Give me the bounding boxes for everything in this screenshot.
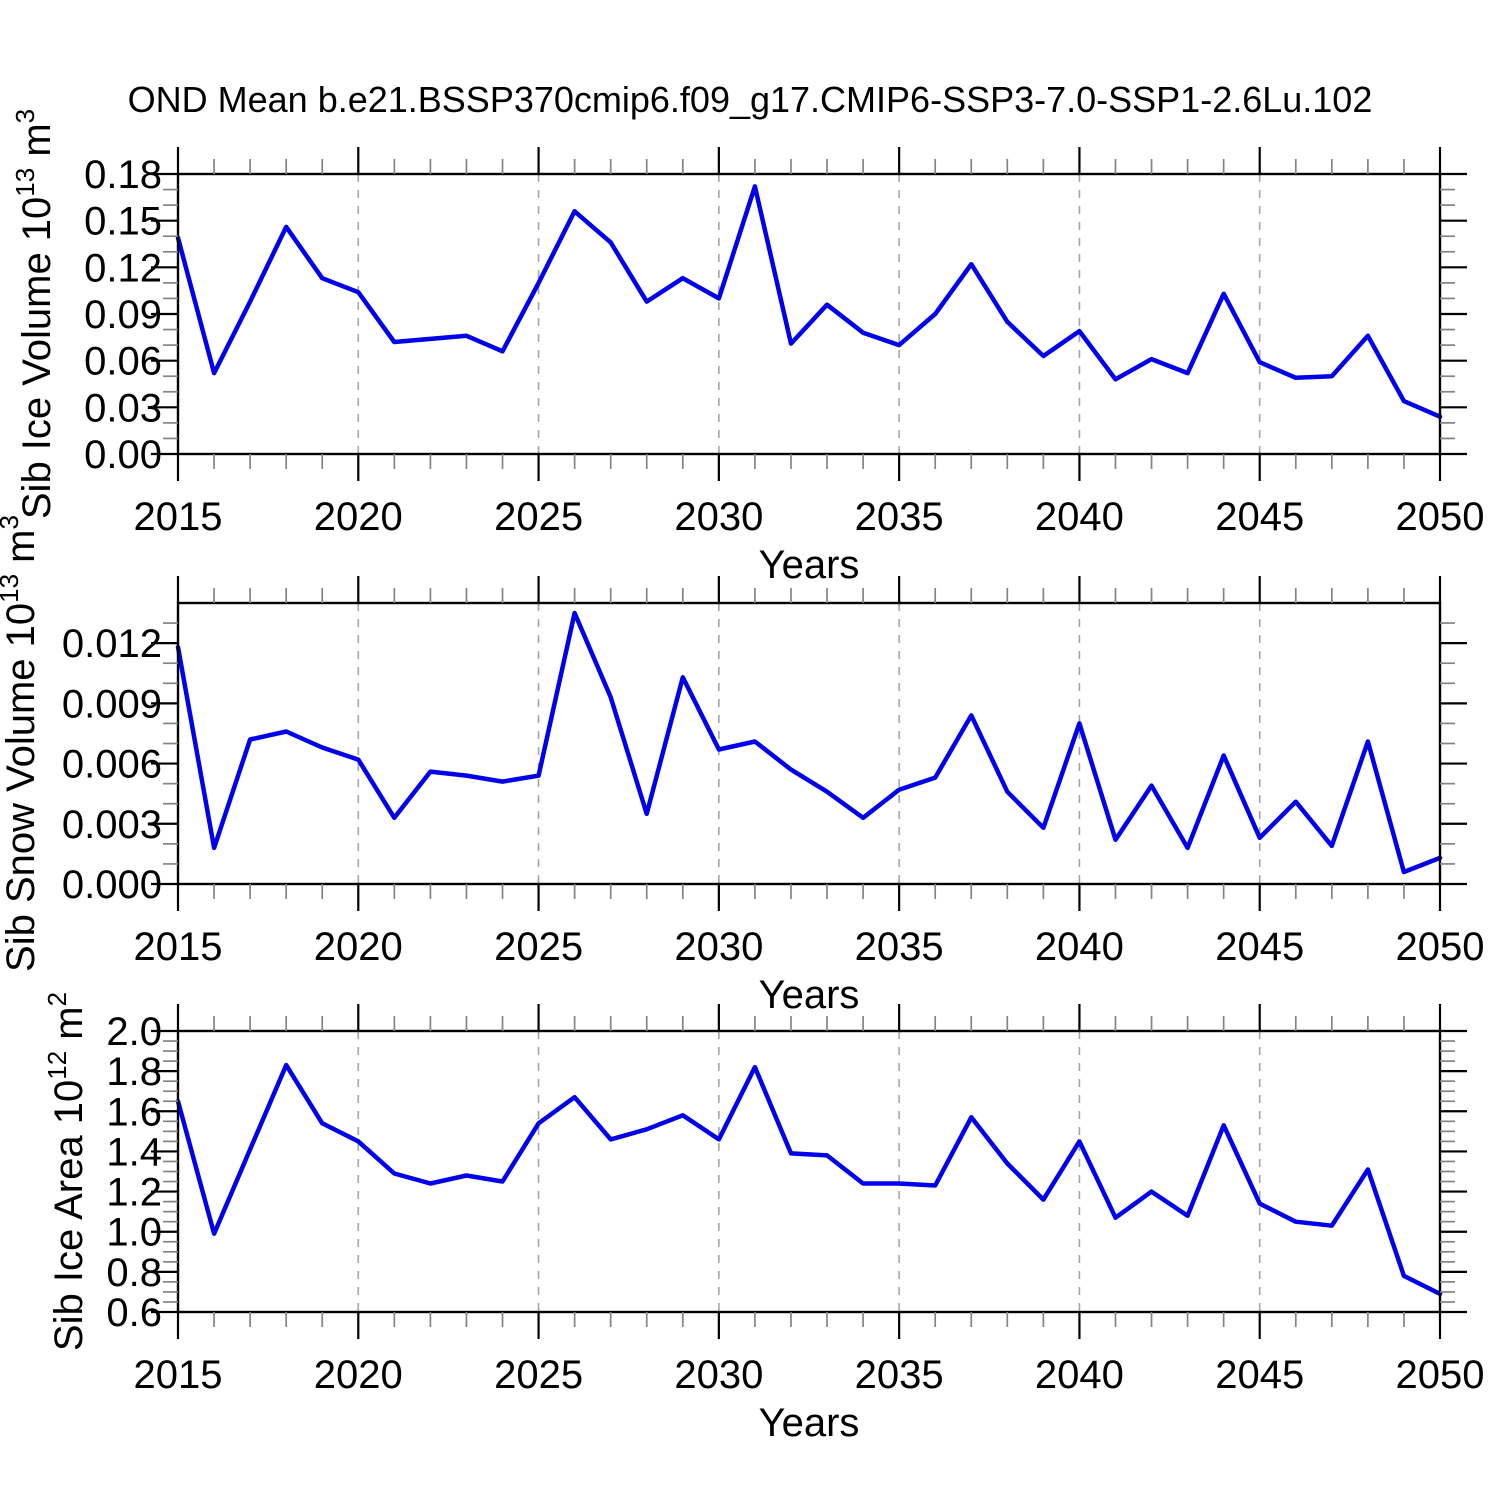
x-tick-label: 2035 — [855, 495, 944, 539]
y-tick-label: 0.00 — [84, 433, 162, 477]
panel-sib-snow-volume: 2015 2020 2025 2030 2035 2040 2045 2050 Years 0.0… — [0, 515, 1484, 1017]
y-tick-label: 0.012 — [62, 622, 162, 666]
yaxis-title-sib-ice-area: Sib Ice Area 1012 m2 — [42, 992, 91, 1351]
x-tick-label: 2015 — [134, 925, 223, 969]
y-tick-label: 0.12 — [84, 246, 162, 290]
y-tick-label: 0.8 — [106, 1251, 162, 1295]
x-tick-label: 2020 — [314, 925, 403, 969]
x-tick-label: 2040 — [1035, 925, 1124, 969]
y-tick-label: 0.003 — [62, 803, 162, 847]
y-tick-label: 0.09 — [84, 293, 162, 337]
plot-frame — [176, 1029, 1442, 1314]
yaxis-title-sib-snow-volume: Sib Snow Volume 1013 m3 — [0, 515, 43, 972]
x-tick-label: 2050 — [1396, 495, 1485, 539]
chart-title: OND Mean b.e21.BSSP370cmip6.f09_g17.CMIP… — [128, 79, 1373, 120]
x-tick-label: 2020 — [314, 495, 403, 539]
y-tick-label: 1.8 — [106, 1050, 162, 1094]
y-tick-label: 1.0 — [106, 1211, 162, 1255]
x-tick-label: 2040 — [1035, 1353, 1124, 1397]
y-tick-label: 0.06 — [84, 340, 162, 384]
x-tick-label: 2045 — [1215, 495, 1304, 539]
yaxis-title-sib-ice-volume: Sib Ice Volume 1013 m3 — [10, 109, 59, 519]
y-tick-label: 2.0 — [106, 1010, 162, 1054]
x-tick-label: 2050 — [1396, 925, 1485, 969]
x-tick-label: 2020 — [314, 1353, 403, 1397]
y-tick-label: 0.000 — [62, 863, 162, 907]
x-tick-label: 2030 — [674, 925, 763, 969]
x-tick-label: 2035 — [855, 1353, 944, 1397]
xaxis-title: Years — [759, 973, 860, 1017]
x-tick-label: 2030 — [674, 1353, 763, 1397]
y-tick-label: 0.6 — [106, 1291, 162, 1335]
plot-frame — [176, 601, 1442, 886]
x-tick-label: 2035 — [855, 925, 944, 969]
x-tick-label: 2015 — [134, 1353, 223, 1397]
plot-frame — [176, 172, 1442, 456]
y-tick-label: 0.15 — [84, 200, 162, 244]
sib-ice-volume-line — [175, 184, 1443, 419]
y-tick-label: 0.18 — [84, 153, 162, 197]
sib-ice-area-line — [175, 1062, 1443, 1297]
y-tick-label: 0.006 — [62, 743, 162, 787]
y-tick-label: 0.009 — [62, 682, 162, 726]
x-tick-label: 2045 — [1215, 1353, 1304, 1397]
x-tick-label: 2025 — [494, 925, 583, 969]
y-tick-label: 1.4 — [106, 1130, 162, 1174]
x-tick-label: 2025 — [494, 495, 583, 539]
x-tick-label: 2015 — [134, 495, 223, 539]
x-tick-label: 2040 — [1035, 495, 1124, 539]
xaxis-title: Years — [759, 1401, 860, 1445]
y-tick-label: 1.2 — [106, 1171, 162, 1215]
x-tick-label: 2030 — [674, 495, 763, 539]
x-tick-label: 2025 — [494, 1353, 583, 1397]
y-tick-label: 1.6 — [106, 1090, 162, 1134]
xaxis-title: Years — [759, 543, 860, 587]
sib-snow-volume-line — [175, 610, 1443, 875]
x-tick-label: 2050 — [1396, 1353, 1485, 1397]
panel-sib-ice-volume: 2015 2020 2025 2030 2035 2040 2045 2050 Years 0.0… — [10, 109, 1484, 587]
y-tick-label: 0.03 — [84, 386, 162, 430]
panel-sib-ice-area: 2015 2020 2025 2030 2035 2040 2045 2050 Years 0.6… — [42, 992, 1484, 1445]
x-tick-label: 2045 — [1215, 925, 1304, 969]
